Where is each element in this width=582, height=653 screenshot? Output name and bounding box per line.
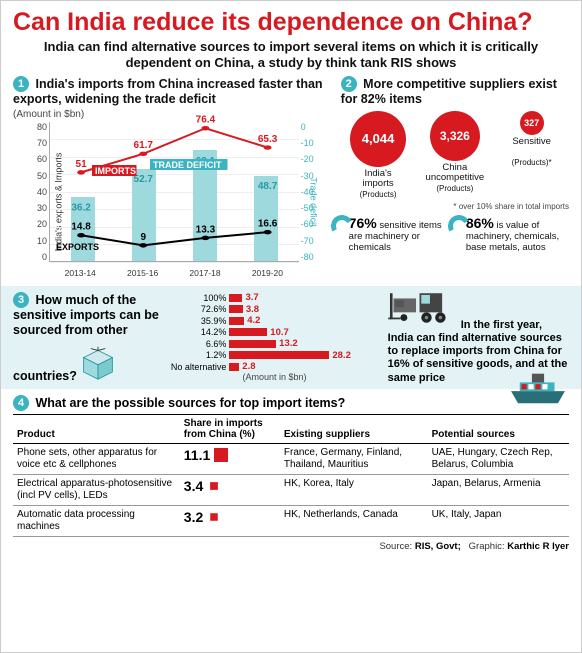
svg-text:9: 9 [140, 232, 146, 243]
y-right-ticks: 0-10-20-30-40-50-60-70-80 [301, 122, 321, 262]
section3-title: 3 How much of the sensitive imports can … [13, 292, 161, 384]
svg-text:48.7: 48.7 [258, 181, 278, 192]
hbar-row: 100%3.7 [167, 292, 381, 303]
section-3: 3 How much of the sensitive imports can … [1, 286, 581, 389]
ship-icon [507, 365, 569, 405]
svg-text:61.7: 61.7 [134, 140, 154, 151]
x-axis: 2013-142015-162017-182019-20 [49, 268, 299, 278]
box-icon [80, 346, 116, 380]
subhead: India can find alternative sources to im… [33, 39, 549, 70]
section1-title: 1 India's imports from China increased f… [13, 76, 333, 106]
hbar-row: 14.2%10.7 [167, 327, 381, 338]
bubble-footnote: * over 10% share in total imports [341, 202, 569, 211]
hbar-chart: 100%3.772.6%3.835.9%4.214.2%10.76.6%13.2… [167, 292, 381, 382]
bullet-1: 1 [13, 76, 29, 92]
section-2: 2 More competitive suppliers exist for 8… [341, 76, 569, 281]
table-row: Automatic data processing machines3.2HK,… [13, 505, 569, 536]
stat: 76% sensitive items are machinery or che… [341, 215, 452, 254]
svg-text:36.2: 36.2 [71, 202, 91, 213]
hbar-row: 6.6%13.2 [167, 338, 381, 349]
bubble: 327Sensitive(Products)* [494, 111, 569, 200]
bullet-2: 2 [341, 76, 357, 92]
svg-text:EXPORTS: EXPORTS [56, 242, 99, 252]
svg-text:TRADE DEFICIT: TRADE DEFICIT [153, 160, 222, 170]
bullet-4: 4 [13, 395, 29, 411]
hbar-row: 1.2%28.2 [167, 350, 381, 361]
section-4: 4 What are the possible sources for top … [13, 395, 569, 537]
svg-text:14.8: 14.8 [71, 222, 91, 233]
svg-text:16.6: 16.6 [258, 218, 278, 229]
col-header: Product [13, 414, 180, 443]
infographic-card: Can India reduce its dependence on China… [0, 0, 582, 653]
table-row: Electrical apparatus-photosensitive (inc… [13, 474, 569, 505]
svg-text:76.4: 76.4 [196, 115, 216, 126]
bubble: 3,326Chinauncompetitive(Products) [417, 111, 492, 200]
section3-unit: (Amount in $bn) [167, 372, 381, 382]
bullet-3: 3 [13, 292, 29, 308]
forklift-icon [388, 288, 458, 328]
bubble: 4,044India'simports(Products) [341, 111, 416, 200]
svg-text:IMPORTS: IMPORTS [95, 166, 136, 176]
svg-text:65.3: 65.3 [258, 134, 278, 145]
y-left-ticks: 80706050403020100 [27, 122, 47, 262]
svg-text:13.3: 13.3 [196, 224, 216, 235]
plot-area: 5161.776.465.314.8913.316.636.252.763.14… [49, 122, 299, 262]
bubble-row: 4,044India'simports(Products)3,326Chinau… [341, 111, 569, 200]
hbar-row: 72.6%3.8 [167, 304, 381, 315]
section4-title: 4 What are the possible sources for top … [13, 395, 569, 411]
hbar-row: No alternative2.8 [167, 361, 381, 372]
section2-title: 2 More competitive suppliers exist for 8… [341, 76, 569, 106]
svg-text:52.7: 52.7 [134, 174, 154, 185]
svg-text:51: 51 [76, 159, 88, 170]
col-header: Existing suppliers [280, 414, 428, 443]
section1-unit: (Amount in $bn) [13, 109, 333, 120]
stats-row: 76% sensitive items are machinery or che… [341, 215, 569, 254]
section-1: 1 India's imports from China increased f… [13, 76, 333, 281]
table-row: Phone sets, other apparatus for voice et… [13, 443, 569, 474]
hbar-row: 35.9%4.2 [167, 315, 381, 326]
stat: 86% is value of machinery, chemicals, ba… [458, 215, 569, 254]
col-header: Potential sources [428, 414, 569, 443]
sources-table: ProductShare in imports from China (%)Ex… [13, 414, 569, 537]
col-header: Share in imports from China (%) [180, 414, 280, 443]
headline: Can India reduce its dependence on China… [13, 9, 569, 35]
combo-chart: India's exports & Imports Trade deficit … [13, 122, 333, 282]
footer: Source: RIS, Govt; Graphic: Karthic R Iy… [13, 541, 569, 552]
